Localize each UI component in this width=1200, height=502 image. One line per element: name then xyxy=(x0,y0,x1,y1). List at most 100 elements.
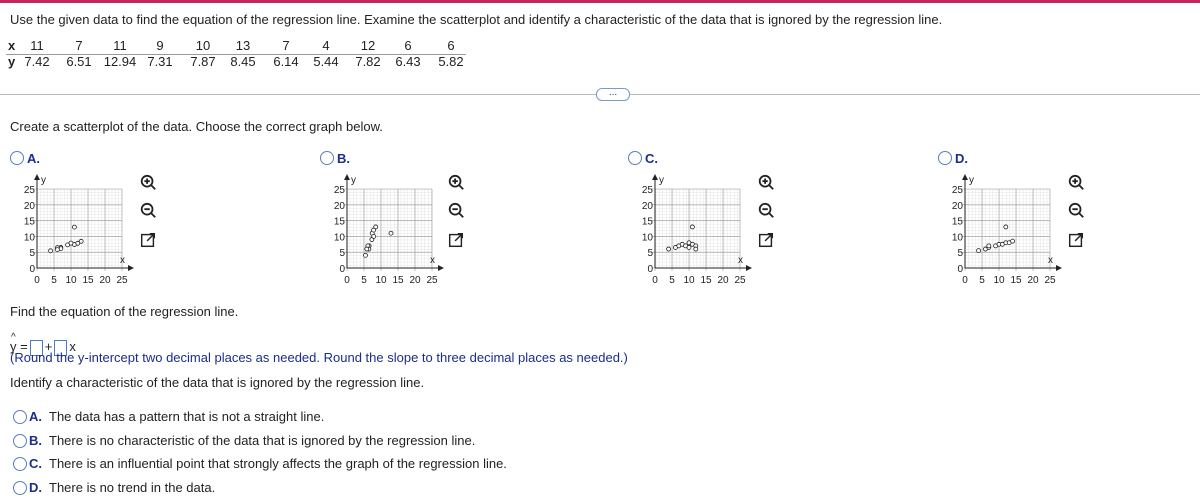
point xyxy=(371,227,376,233)
cell: 8.45 xyxy=(230,54,256,69)
cell: 12 xyxy=(360,38,376,53)
point xyxy=(1006,240,1012,246)
row-label: x xyxy=(8,38,16,53)
cell: 11 xyxy=(113,38,127,53)
point xyxy=(676,243,682,249)
cell: 7.42 xyxy=(24,54,50,69)
radio[interactable] xyxy=(628,151,642,165)
x-tick-label: 15 xyxy=(392,275,404,286)
option-text: There is no characteristic of the data t… xyxy=(49,432,476,448)
option-letter: A. xyxy=(27,151,40,166)
option-text: There is an influential point that stron… xyxy=(49,456,507,471)
point xyxy=(683,243,688,249)
arrow xyxy=(34,174,134,271)
y-tick-label: 25 xyxy=(24,185,36,196)
y-tick-label: 15 xyxy=(334,217,346,228)
option-text: There is no trend in the data. xyxy=(49,479,216,495)
cell: 5.82 xyxy=(438,54,464,69)
equals: = xyxy=(20,339,28,354)
x-tick-label: 0 xyxy=(34,275,40,286)
cell: 13 xyxy=(235,38,251,53)
x-tick-label: 25 xyxy=(1044,275,1056,286)
point xyxy=(75,240,81,246)
radio[interactable] xyxy=(13,410,27,424)
x-tick-label: 5 xyxy=(979,275,985,286)
point xyxy=(673,245,678,250)
point xyxy=(65,242,70,248)
y-tick-label: 20 xyxy=(642,201,654,212)
x-tick-label: 5 xyxy=(51,275,57,286)
radio[interactable] xyxy=(10,151,24,165)
y-tick-label: 5 xyxy=(957,248,963,259)
y-tick-label: 15 xyxy=(24,217,36,228)
cell: 12.94 xyxy=(103,54,137,69)
y-tick-label: 10 xyxy=(334,232,346,243)
cell: 7.82 xyxy=(355,54,381,69)
cell: 9 xyxy=(156,38,164,53)
minor-grid xyxy=(347,189,432,268)
option-letter: B. xyxy=(337,151,350,166)
slope-input[interactable] xyxy=(54,339,68,356)
icons[interactable] xyxy=(140,174,1085,248)
note: (Round the y-intercept two decimal place… xyxy=(10,350,628,365)
radio[interactable] xyxy=(13,480,27,495)
option-letter: C. xyxy=(645,151,658,166)
x-tick-label: 15 xyxy=(1010,275,1022,286)
cell: 6.51 xyxy=(66,54,92,69)
expand-button[interactable]: ... xyxy=(596,88,630,101)
intercept-input[interactable] xyxy=(29,339,43,356)
radio[interactable] xyxy=(13,457,27,471)
point xyxy=(371,233,377,239)
top-bar xyxy=(0,0,1200,3)
y-tick-label: 25 xyxy=(952,185,964,196)
table-rule xyxy=(6,54,466,55)
point xyxy=(58,245,64,250)
point xyxy=(78,238,84,244)
x-tick-label: 20 xyxy=(717,275,729,286)
cell: 11 xyxy=(30,38,44,53)
y-tick-label: 0 xyxy=(957,264,963,275)
y-tick-label: 10 xyxy=(24,232,36,243)
y-tick-label: 0 xyxy=(339,264,345,275)
x-tick-label: 10 xyxy=(375,275,387,286)
point xyxy=(693,246,699,252)
minor-grid xyxy=(965,189,1050,268)
y-tick-label: 10 xyxy=(642,232,654,243)
cell: 7 xyxy=(75,38,83,53)
cell: 10 xyxy=(195,38,211,53)
radio[interactable] xyxy=(320,151,334,165)
point xyxy=(686,245,692,250)
point xyxy=(388,230,394,236)
y-tick-label: 15 xyxy=(642,217,654,228)
radio[interactable] xyxy=(938,151,952,165)
y-tick-label: 20 xyxy=(24,201,36,212)
row-label: y xyxy=(8,54,16,69)
cell: 4 xyxy=(322,38,330,53)
cell: 6 xyxy=(447,38,455,53)
y-hat: ^ y xyxy=(10,332,17,354)
cell: 6.43 xyxy=(395,54,421,69)
point xyxy=(68,240,74,246)
y-tick-label: 20 xyxy=(952,201,964,212)
radio[interactable] xyxy=(13,433,27,448)
x-tick-label: 20 xyxy=(409,275,421,286)
x-axis-label: x xyxy=(430,255,435,266)
x-tick-label: 25 xyxy=(734,275,746,286)
x-tick-label: 15 xyxy=(700,275,712,286)
y-tick-label: 5 xyxy=(29,248,35,259)
y-tick-label: 10 xyxy=(952,232,964,243)
option-letter: D. xyxy=(29,479,42,495)
option-letter: C. xyxy=(29,456,42,471)
point xyxy=(983,246,988,252)
option-text: The data has a pattern that is not a str… xyxy=(49,409,325,424)
minor-grid xyxy=(37,189,122,268)
arrow xyxy=(652,174,752,271)
point xyxy=(58,246,64,251)
y-axis-label: y xyxy=(351,175,356,186)
point xyxy=(373,224,379,230)
y-tick-label: 0 xyxy=(647,264,653,275)
y-tick-label: 20 xyxy=(334,201,346,212)
point xyxy=(986,243,992,249)
point xyxy=(72,242,77,247)
x-tick-label: 5 xyxy=(361,275,367,286)
